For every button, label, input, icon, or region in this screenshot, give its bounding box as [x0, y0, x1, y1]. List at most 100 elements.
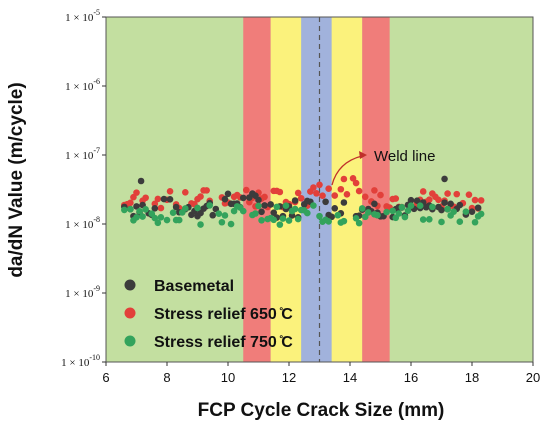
data-point: [334, 211, 342, 219]
legend-marker: [124, 279, 136, 291]
data-point: [139, 213, 146, 220]
annotation-text: Weld line: [374, 148, 435, 165]
y-tick-label: 1 × 10-5: [65, 8, 100, 24]
data-point: [239, 207, 247, 215]
data-point: [477, 210, 485, 218]
data-point: [441, 175, 448, 183]
data-point: [127, 205, 134, 213]
data-point: [203, 187, 210, 194]
x-tick-label: 8: [163, 370, 170, 385]
data-point: [316, 212, 323, 220]
data-point: [270, 216, 278, 224]
data-point: [471, 196, 479, 204]
data-point: [197, 221, 204, 228]
data-point: [175, 216, 183, 224]
data-point: [258, 208, 265, 216]
data-point: [243, 186, 250, 194]
data-point: [331, 204, 339, 212]
data-point: [182, 189, 189, 196]
data-point: [121, 206, 128, 214]
data-point: [221, 195, 229, 203]
legend-marker: [124, 307, 136, 319]
x-axis-label: FCP Cycle Crack Size (mm): [198, 400, 445, 421]
legend-label: Stress relief 750 ̊C: [154, 334, 293, 351]
data-point: [255, 196, 262, 204]
data-point: [157, 214, 165, 221]
data-point: [133, 203, 140, 210]
legend-label: Basemetal: [154, 278, 234, 295]
x-tick-label: 12: [282, 370, 296, 385]
y-tick-label: 1 × 10-6: [65, 77, 100, 93]
data-point: [441, 199, 448, 206]
data-point: [383, 208, 390, 216]
data-point: [154, 195, 162, 203]
y-axis-ticks: 1 × 10-5 1 × 10-6 1 × 10-7 1 × 10-8 1 × 10-9…: [61, 8, 106, 369]
data-point: [182, 205, 189, 212]
legend-item: Stress relief 650 ̊C: [124, 306, 293, 323]
x-axis-ticks: 6 8 10 12 14 16 18 20: [102, 362, 540, 385]
data-point: [340, 217, 348, 225]
data-point: [392, 195, 400, 202]
x-tick-label: 14: [343, 370, 357, 385]
data-point: [276, 221, 284, 228]
data-point: [279, 215, 287, 222]
data-point: [166, 187, 174, 195]
data-point: [142, 194, 149, 202]
data-point: [349, 175, 357, 182]
data-point: [160, 195, 168, 203]
data-point: [407, 196, 415, 204]
data-point: [325, 185, 332, 192]
legend-marker: [124, 335, 136, 347]
x-tick-label: 6: [102, 370, 109, 385]
annotation-arrowhead: [359, 151, 367, 159]
data-point: [352, 214, 360, 222]
data-point: [398, 203, 406, 211]
data-point: [340, 199, 348, 206]
data-point: [444, 205, 451, 213]
data-point: [389, 207, 397, 215]
data-point: [435, 196, 442, 204]
data-point: [401, 213, 409, 221]
data-point: [358, 205, 366, 212]
data-point: [172, 203, 180, 211]
data-point: [297, 194, 305, 202]
data-point: [270, 209, 278, 216]
data-point: [371, 187, 378, 194]
data-point: [209, 211, 217, 219]
data-point: [462, 208, 470, 215]
y-tick-label: 1 × 10-7: [65, 146, 100, 162]
data-point: [477, 197, 485, 204]
data-point: [252, 210, 259, 217]
data-point: [166, 196, 174, 203]
data-point: [374, 211, 381, 219]
data-point: [239, 194, 247, 202]
data-point: [133, 214, 140, 221]
data-point: [227, 220, 235, 228]
data-point: [456, 218, 464, 225]
y-tick-label: 1 × 10-9: [65, 284, 100, 300]
data-point: [456, 201, 464, 209]
data-point: [169, 209, 177, 216]
data-point: [163, 216, 171, 224]
data-point: [352, 179, 360, 187]
data-point: [450, 208, 458, 215]
data-point: [465, 191, 473, 198]
data-point: [447, 200, 454, 208]
legend-label: Stress relief 650 ̊C: [154, 306, 293, 323]
data-point: [221, 212, 229, 219]
data-point: [426, 215, 433, 223]
annotation-arrow: [331, 155, 363, 186]
data-point: [453, 190, 461, 198]
plot-frame: [105, 16, 534, 363]
data-point: [325, 218, 332, 225]
data-point: [310, 184, 317, 191]
x-tick-label: 18: [465, 370, 479, 385]
data-point: [291, 197, 299, 204]
data-point: [267, 201, 275, 208]
weld-line-annotation: Weld line: [331, 148, 435, 186]
legend-item: Stress relief 750 ̊C: [124, 334, 293, 351]
y-axis-label: da/dN Value (m/cycle): [6, 82, 27, 277]
data-point: [285, 217, 293, 224]
y-tick-label: 1 × 10-8: [65, 215, 100, 231]
